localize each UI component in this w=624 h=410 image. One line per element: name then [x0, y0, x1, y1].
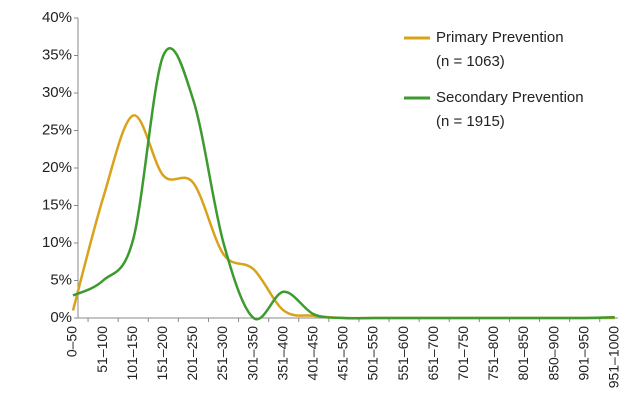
x-tick-label: 0–50: [64, 326, 80, 357]
x-tick-label: 351–400: [274, 326, 290, 381]
legend-note: (n = 1915): [436, 113, 505, 130]
x-tick-label: 51–100: [94, 326, 110, 373]
legend-note: (n = 1063): [436, 53, 505, 70]
legend-label: Primary Prevention: [436, 29, 564, 46]
x-tick-label: 401–450: [305, 326, 321, 381]
x-tick-label: 901–950: [575, 326, 591, 381]
x-tick-label: 301–350: [244, 326, 260, 381]
y-tick-label: 25%: [42, 121, 72, 138]
x-tick-label: 151–200: [154, 326, 170, 381]
series-line: [72, 47, 615, 321]
y-tick-label: 40%: [42, 9, 72, 26]
y-tick-label: 15%: [42, 196, 72, 213]
y-tick-label: 10%: [42, 234, 72, 251]
y-tick-label: 5%: [50, 271, 72, 288]
x-tick-label: 101–150: [124, 326, 140, 381]
series-line: [71, 114, 615, 320]
x-tick-label: 801–850: [515, 326, 531, 381]
x-tick-label: 850–900: [545, 326, 561, 381]
x-tick-label: 951–1000: [606, 326, 622, 389]
x-tick-label: 651–700: [425, 326, 441, 381]
x-tick-label: 551–600: [395, 326, 411, 381]
y-tick-label: 30%: [42, 84, 72, 101]
x-tick-label: 451–500: [335, 326, 351, 381]
x-tick-label: 201–250: [184, 326, 200, 381]
y-tick-label: 35%: [42, 46, 72, 63]
x-tick-label: 751–800: [485, 326, 501, 381]
legend-label: Secondary Prevention: [436, 89, 584, 106]
x-tick-label: 251–300: [214, 326, 230, 381]
x-tick-label: 501–550: [365, 326, 381, 381]
y-tick-label: 20%: [42, 159, 72, 176]
x-tick-label: 701–750: [455, 326, 471, 381]
y-tick-label: 0%: [50, 309, 72, 326]
